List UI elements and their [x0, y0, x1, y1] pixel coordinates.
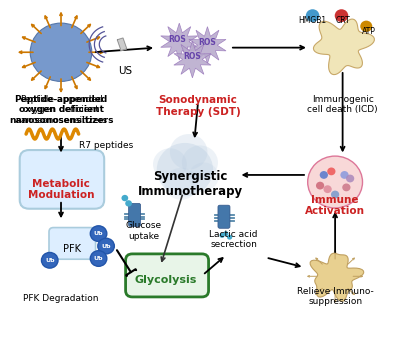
FancyBboxPatch shape	[49, 227, 96, 259]
Circle shape	[308, 156, 362, 208]
Text: Synergistic
Immunotherapy: Synergistic Immunotherapy	[138, 170, 243, 198]
FancyBboxPatch shape	[20, 150, 104, 209]
Circle shape	[342, 183, 351, 191]
Circle shape	[219, 233, 225, 238]
Text: Peptide-appended
oxygen deficient
nanosonosensitizers: Peptide-appended oxygen deficient nanoso…	[15, 95, 107, 125]
Text: Ub: Ub	[101, 243, 111, 248]
Text: Peptide-appended
oxygen deficient
nanosonosensitizers: Peptide-appended oxygen deficient nanoso…	[9, 95, 113, 125]
Circle shape	[306, 9, 319, 22]
Circle shape	[90, 251, 107, 266]
Text: R7 peptides: R7 peptides	[79, 141, 133, 150]
Text: US: US	[118, 66, 132, 76]
Circle shape	[170, 134, 208, 170]
Text: Immune
Activation: Immune Activation	[305, 195, 365, 216]
Circle shape	[223, 231, 229, 236]
Text: Glycolysis: Glycolysis	[135, 275, 197, 285]
Text: CRT: CRT	[335, 16, 350, 25]
Text: Ub: Ub	[94, 231, 103, 236]
Text: Ub: Ub	[94, 256, 103, 261]
Circle shape	[360, 21, 372, 32]
Text: Glucose
uptake: Glucose uptake	[126, 221, 162, 241]
Text: Ub: Ub	[45, 258, 54, 263]
Circle shape	[327, 167, 335, 175]
Polygon shape	[314, 19, 374, 75]
Text: PFK: PFK	[63, 244, 81, 254]
Polygon shape	[310, 253, 364, 301]
Circle shape	[41, 252, 58, 268]
Text: Relieve Immuno-
suppression: Relieve Immuno- suppression	[297, 287, 374, 306]
Circle shape	[157, 143, 213, 196]
Text: HMGB1: HMGB1	[299, 16, 327, 25]
FancyBboxPatch shape	[218, 205, 230, 228]
Circle shape	[182, 145, 218, 180]
Polygon shape	[117, 38, 127, 50]
Circle shape	[316, 182, 324, 190]
Circle shape	[30, 23, 92, 81]
Circle shape	[153, 148, 187, 180]
Circle shape	[98, 238, 114, 254]
Text: ROS: ROS	[169, 35, 186, 44]
Text: Sonodynamic
Therapy (SDT): Sonodynamic Therapy (SDT)	[156, 95, 240, 116]
Text: Lactic acid
secrection: Lactic acid secrection	[210, 230, 258, 250]
Circle shape	[189, 162, 219, 191]
Circle shape	[323, 185, 332, 193]
Text: ATP: ATP	[362, 27, 376, 36]
Circle shape	[331, 191, 339, 198]
Circle shape	[227, 235, 232, 240]
Circle shape	[335, 9, 348, 22]
Circle shape	[340, 171, 349, 179]
Circle shape	[346, 175, 354, 182]
Circle shape	[125, 200, 132, 207]
Text: Metabolic
Modulation: Metabolic Modulation	[28, 178, 94, 200]
Text: PFK Degradation: PFK Degradation	[23, 294, 99, 303]
Text: ROS: ROS	[183, 52, 201, 61]
FancyBboxPatch shape	[126, 254, 208, 297]
Circle shape	[320, 171, 328, 179]
Circle shape	[164, 168, 198, 200]
Circle shape	[90, 226, 107, 241]
Text: Immunogenic
cell death (ICD): Immunogenic cell death (ICD)	[307, 95, 378, 114]
FancyBboxPatch shape	[128, 203, 141, 226]
Text: ROS: ROS	[199, 38, 216, 47]
Polygon shape	[174, 41, 211, 78]
Polygon shape	[161, 23, 198, 60]
Polygon shape	[189, 27, 226, 64]
Circle shape	[121, 195, 128, 201]
